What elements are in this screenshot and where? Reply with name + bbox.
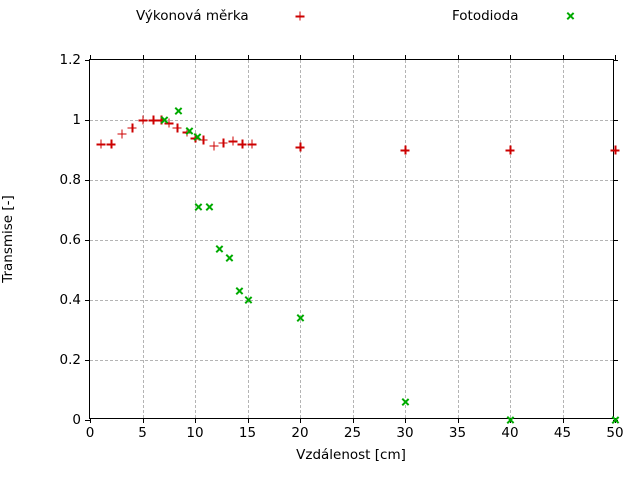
y-axis-title: Transmise [-] [0, 195, 16, 283]
data-point-marker [172, 123, 182, 132]
data-point-marker [117, 129, 126, 138]
y-axis-tick [85, 120, 90, 121]
x-axis-tick-label: 40 [501, 425, 519, 441]
x-axis-tick-label: 0 [85, 425, 95, 441]
chart-legend: Výkonová měrka Fotodioda [0, 0, 640, 34]
x-axis-tick-label: 25 [343, 425, 362, 441]
legend-label-power-meter: Výkonová měrka [136, 8, 249, 24]
x-axis-tick-label: 10 [186, 425, 204, 441]
y-axis-tick [613, 120, 618, 121]
x-axis-tick-label: 30 [396, 425, 414, 441]
data-point-marker [400, 145, 410, 155]
y-axis-tick-label: 0 [72, 412, 81, 428]
x-axis-title: Vzdálenost [cm] [296, 447, 406, 463]
y-axis-tick-label: 1 [72, 112, 81, 128]
data-point-marker [106, 139, 116, 149]
x-axis-tick-label: 5 [138, 425, 147, 441]
data-point-marker [215, 245, 224, 254]
plot-area: 0 0.2 0.4 0.6 0.8 1 1.2 0 5 10 15 20 25 30 35 40 45 50 [60, 52, 624, 441]
x-axis-tick [195, 55, 196, 60]
x-axis-tick [615, 55, 616, 60]
y-axis-tick [85, 300, 90, 301]
data-point-marker [198, 135, 208, 144]
y-axis-tick [613, 180, 618, 181]
y-axis-tick [85, 180, 90, 181]
x-axis-tick [195, 418, 196, 423]
y-axis-tick-label: 0.4 [59, 292, 81, 308]
data-point-marker [505, 145, 515, 155]
data-point-marker [174, 107, 183, 116]
data-point-marker [138, 115, 147, 125]
x-axis-tick-label: 35 [448, 425, 467, 441]
y-axis-tick [85, 360, 90, 361]
data-point-marker [164, 118, 174, 128]
y-axis-tick-label: 0.2 [59, 352, 81, 368]
data-point-marker [194, 203, 203, 212]
data-point-marker [506, 416, 515, 425]
y-axis-tick [85, 240, 90, 241]
y-axis-tick [613, 240, 618, 241]
data-point-marker [218, 138, 228, 147]
data-point-marker [235, 287, 244, 296]
data-point-marker [148, 115, 158, 125]
data-point-marker [127, 123, 137, 132]
x-axis-tick-label: 15 [238, 425, 257, 441]
data-point-marker [204, 203, 213, 212]
y-axis-tick-label: 0.8 [59, 172, 81, 188]
y-axis-tick-label: 0.6 [59, 232, 81, 248]
x-axis-tick [90, 55, 91, 60]
y-axis-tick [613, 360, 618, 361]
data-point-marker [295, 142, 305, 152]
data-point-marker [243, 296, 252, 305]
data-point-marker [247, 139, 257, 149]
x-axis-tick [405, 55, 406, 60]
x-axis-tick [142, 55, 144, 60]
data-point-marker [237, 139, 247, 149]
data-point-marker [228, 136, 238, 146]
x-axis-tick [142, 418, 144, 423]
data-point-marker [209, 141, 219, 150]
data-point-marker [224, 254, 233, 263]
x-axis-tick [352, 418, 354, 423]
y-axis-tick [85, 420, 90, 421]
legend-entry-photodiode[interactable]: Fotodioda [452, 6, 581, 26]
legend-label-photodiode: Fotodioda [452, 8, 519, 24]
y-axis-tick [613, 60, 618, 61]
x-axis-tick [562, 55, 564, 60]
plus-marker-icon [289, 7, 311, 25]
y-axis-tick [613, 300, 618, 301]
x-axis-tick [247, 55, 249, 60]
data-point-marker [401, 398, 410, 407]
x-axis-tick [352, 55, 354, 60]
x-axis-tick [300, 55, 301, 60]
x-axis-tick [405, 418, 406, 423]
data-point-marker [96, 139, 105, 149]
y-axis-tick [85, 60, 90, 61]
x-axis-tick-label: 20 [291, 425, 309, 441]
cross-marker-icon [559, 7, 581, 25]
legend-entry-power-meter[interactable]: Výkonová měrka [136, 6, 311, 26]
data-point-marker [159, 116, 168, 125]
x-axis-tick-label: 45 [553, 425, 572, 441]
x-axis-tick [457, 55, 459, 60]
x-axis-tick-label: 50 [606, 425, 624, 441]
x-axis-tick [90, 418, 91, 423]
data-point-marker [610, 145, 620, 155]
data-point-marker [193, 132, 202, 141]
series-photodiode-points [90, 60, 613, 418]
y-axis-tick-label: 1.2 [59, 52, 81, 68]
x-axis-tick [300, 418, 301, 423]
x-axis-tick [457, 418, 459, 423]
axis-tick-labels: 0 0.2 0.4 0.6 0.8 1 1.2 0 5 10 15 20 25 30 35 40 45 50 [60, 52, 624, 441]
x-axis-tick [247, 418, 249, 423]
x-axis-tick [510, 55, 511, 60]
data-point-marker [296, 314, 305, 323]
x-axis-tick [562, 418, 564, 423]
data-point-marker [611, 416, 620, 425]
